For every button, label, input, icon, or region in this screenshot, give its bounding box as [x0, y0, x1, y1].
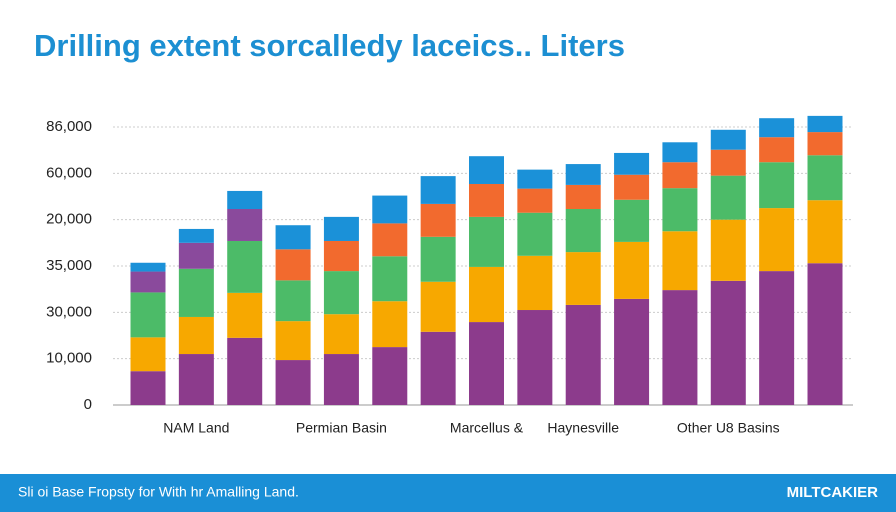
bar-segment	[323, 216, 359, 241]
bar-segment	[614, 174, 650, 200]
bar-segment	[759, 208, 795, 272]
bar-segment	[323, 314, 359, 355]
bar-segment	[275, 360, 311, 405]
bar-segment	[275, 225, 311, 250]
bar-segment	[227, 209, 263, 241]
bar-segment	[710, 129, 746, 150]
bar-segment	[420, 203, 456, 237]
bar-segment	[275, 280, 311, 322]
y-tick-label: 30,000	[46, 303, 92, 320]
footer-text: Sli oi Base Fropsty for With hr Amalling…	[18, 484, 299, 500]
bar-segment	[178, 354, 214, 405]
y-tick-label: 35,000	[46, 257, 92, 274]
bar-segment	[130, 271, 166, 293]
bar-segment	[517, 188, 553, 213]
bar-segment	[662, 162, 698, 189]
bar-segment	[178, 242, 214, 269]
bar-segment	[227, 292, 263, 338]
bar-segment	[710, 175, 746, 220]
x-tick-label: Other U8 Basins	[677, 420, 780, 436]
bar-segment	[227, 337, 263, 405]
bar-segment	[469, 216, 504, 267]
chart-title: Drilling extent sorcalledy laceics.. Lit…	[34, 28, 625, 63]
bar-segment	[807, 115, 843, 133]
bar-segment	[372, 347, 408, 405]
bar-segment	[469, 183, 504, 217]
bar-segment	[614, 152, 650, 175]
bar-segment	[710, 280, 746, 405]
bar-segment	[759, 137, 795, 163]
bar-segment	[662, 290, 698, 405]
x-tick-label: NAM Land	[163, 420, 229, 436]
bar-segment	[323, 240, 359, 272]
bar-segment	[614, 298, 650, 405]
bar-segment	[275, 321, 311, 361]
bar-segment	[565, 209, 601, 253]
bar-segment	[469, 266, 504, 323]
bar-segment	[807, 155, 843, 201]
bar-segment	[517, 212, 553, 256]
bar-segment	[420, 281, 456, 332]
bar-segment	[565, 304, 601, 405]
bar-segment	[517, 255, 553, 311]
bar-segment	[275, 249, 311, 281]
bar-segment	[565, 184, 601, 210]
bar-segment	[420, 331, 456, 405]
bar-segment	[372, 195, 408, 224]
bar-segment	[662, 231, 698, 291]
bar-segment	[565, 164, 601, 185]
bar-segment	[420, 176, 456, 204]
bar-segment	[614, 241, 650, 299]
bar-segment	[517, 169, 553, 189]
bar-segment	[372, 223, 408, 257]
bar-segment	[710, 149, 746, 176]
bar-segment	[614, 199, 650, 242]
bar-segment	[807, 200, 843, 264]
bar-segment	[130, 292, 166, 338]
bar-segment	[662, 142, 698, 163]
bar-segment	[807, 263, 843, 405]
y-tick-label: 60,000	[46, 164, 92, 181]
brand: MILTCAKIER	[787, 484, 879, 501]
bar-segment	[420, 236, 456, 282]
x-tick-label: Haynesville	[547, 420, 619, 436]
bar-segment	[517, 310, 553, 405]
bar-segment	[759, 271, 795, 405]
bar-segment	[178, 316, 214, 355]
bar-segment	[178, 228, 214, 243]
bar-segment	[565, 252, 601, 305]
bar-segment	[372, 301, 408, 348]
bar-segment	[469, 156, 504, 184]
footer-bar	[0, 474, 896, 512]
bar-segment	[372, 256, 408, 302]
y-tick-label: 20,000	[46, 211, 92, 228]
bar-segment	[759, 162, 795, 209]
x-tick-label: Marcellus &	[450, 420, 524, 436]
bar-segment	[759, 118, 795, 138]
y-tick-label: 86,000	[46, 118, 92, 135]
bar-segment	[130, 371, 166, 405]
y-tick-label: 0	[84, 396, 92, 413]
bar-segment	[323, 271, 359, 315]
bar-segment	[323, 354, 359, 405]
bar-segment	[178, 268, 214, 317]
x-tick-label: Permian Basin	[296, 420, 387, 436]
bar-segment	[662, 188, 698, 232]
y-tick-label: 10,000	[46, 350, 92, 367]
bar-segment	[469, 322, 504, 405]
bar-segment	[130, 337, 166, 372]
bar-segment	[227, 190, 263, 210]
bar-segment	[227, 240, 263, 293]
bar-segment	[130, 262, 166, 272]
bar-segment	[710, 219, 746, 281]
bar-segment	[807, 132, 843, 156]
